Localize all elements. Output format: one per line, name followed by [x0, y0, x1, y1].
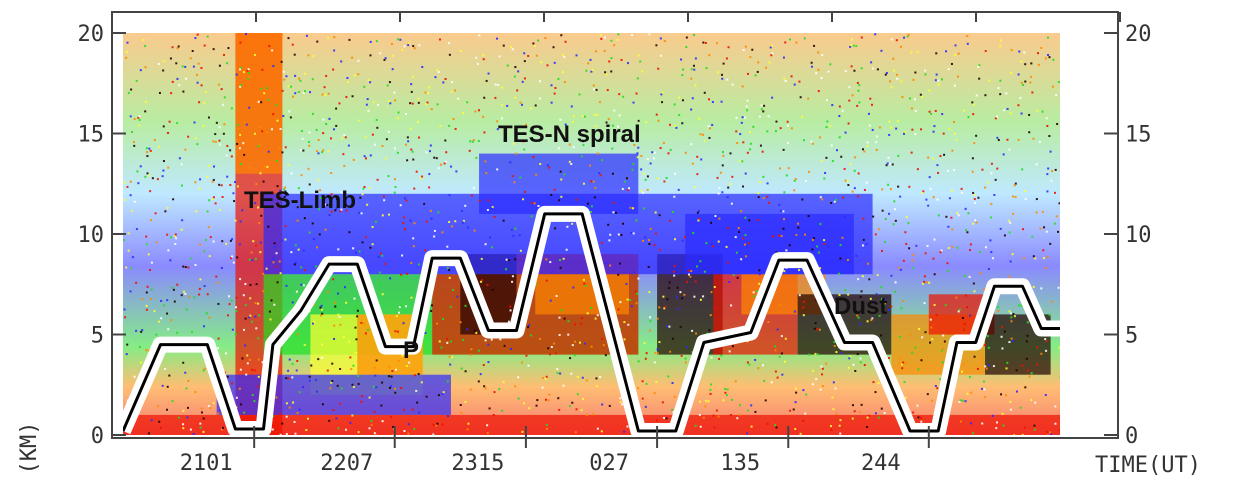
x-tick-label-5: 244: [861, 451, 901, 476]
y-tick-label-left-4: 20: [78, 22, 105, 47]
flight-path: [123, 205, 1060, 435]
x-tick-label-0: 2101: [180, 451, 233, 476]
annotation-tes-n-spiral: TES-N spiral: [498, 121, 641, 148]
y-tick-label-left-2: 10: [78, 223, 105, 248]
flight-path-line: [123, 212, 1060, 433]
y-tick-label-right-1: 5: [1125, 324, 1138, 349]
y-tick-label-left-0: 0: [91, 424, 104, 449]
annotation-dust: Dust: [834, 293, 887, 320]
annotation-p: P: [403, 337, 419, 364]
x-tick-label-2: 2315: [451, 451, 504, 476]
y-tick-label-left-1: 5: [91, 324, 104, 349]
x-tick-label-1: 2207: [320, 451, 373, 476]
y-tick-label-left-3: 15: [78, 123, 105, 148]
y-tick-label-right-3: 15: [1125, 123, 1152, 148]
y-tick-label-right-4: 20: [1125, 22, 1152, 47]
y-tick-label-right-2: 10: [1125, 223, 1152, 248]
y-tick-label-right-0: 0: [1125, 424, 1138, 449]
annotation-tes-limb: TES-Limb: [244, 187, 356, 214]
y-axis-label: (KM): [17, 422, 42, 475]
x-tick-label-4: 135: [720, 451, 760, 476]
x-axis-label: TIME(UT): [1095, 453, 1201, 478]
x-tick-label-3: 027: [589, 451, 629, 476]
